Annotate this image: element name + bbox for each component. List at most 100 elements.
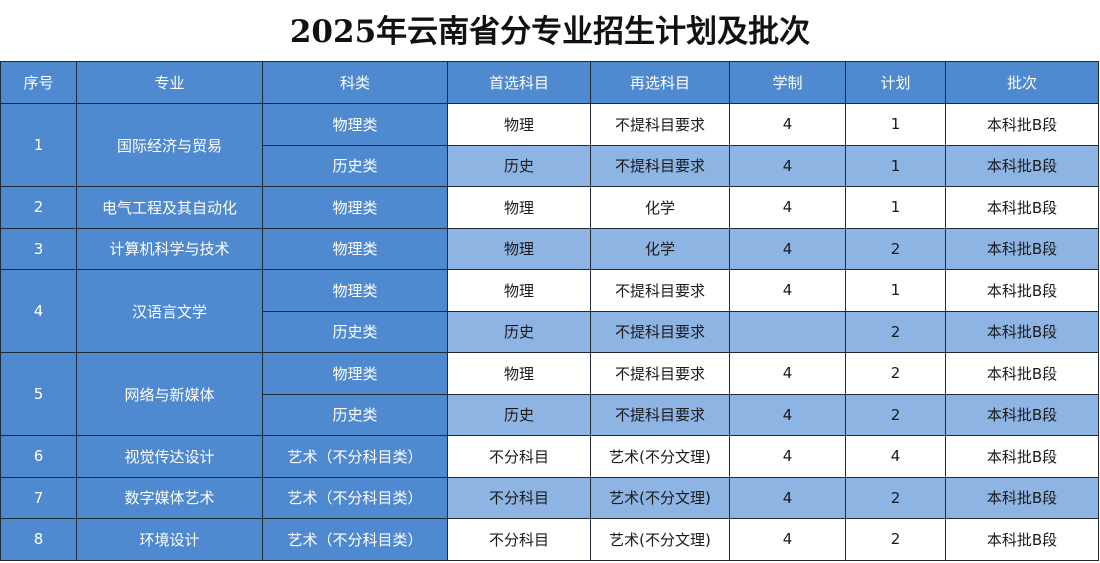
- cell-category: 物理类: [262, 269, 448, 312]
- cell-years: 4: [729, 393, 846, 436]
- cell-category: 艺术（不分科目类）: [262, 476, 448, 519]
- cell-batch: 本科批B段: [945, 227, 1099, 270]
- cell-batch: 本科批B段: [945, 144, 1099, 187]
- cell-no: 8: [0, 518, 77, 561]
- cell-plan: 1: [845, 186, 946, 229]
- cell-second-subject: 不提科目要求: [590, 310, 730, 353]
- cell-second-subject: 化学: [590, 227, 730, 270]
- cell-category: 艺术（不分科目类）: [262, 435, 448, 478]
- column-header-years: 学制: [729, 61, 846, 104]
- cell-category: 艺术（不分科目类）: [262, 518, 448, 561]
- cell-plan: 1: [845, 269, 946, 312]
- cell-plan: 2: [845, 227, 946, 270]
- cell-second-subject: 化学: [590, 186, 730, 229]
- cell-years: 4: [729, 103, 846, 146]
- cell-batch: 本科批B段: [945, 103, 1099, 146]
- cell-second-subject: 不提科目要求: [590, 352, 730, 395]
- cell-no: 7: [0, 476, 77, 519]
- table-row: 5 网络与新媒体 物理类 物理 不提科目要求 4 2 本科批B段: [0, 352, 1099, 436]
- cell-category: 物理类: [262, 103, 448, 146]
- cell-plan: 2: [845, 393, 946, 436]
- cell-major: 数字媒体艺术: [76, 476, 263, 519]
- table-row: 1 国际经济与贸易 物理类 物理 不提科目要求 4 1 本科批B段: [0, 103, 1099, 187]
- cell-batch: 本科批B段: [945, 518, 1099, 561]
- table-row: 2 电气工程及其自动化 物理类 物理 化学 4 1 本科批B段: [0, 186, 1099, 229]
- cell-plan: 2: [845, 352, 946, 395]
- cell-category: 历史类: [262, 144, 448, 187]
- cell-no: 3: [0, 227, 77, 270]
- cell-first-subject: 不分科目: [447, 518, 591, 561]
- cell-years: [729, 310, 846, 353]
- cell-years: 4: [729, 227, 846, 270]
- column-header-second-subject: 再选科目: [590, 61, 730, 104]
- table-row: 历史类 历史 不提科目要求 2 本科批B段: [1, 310, 1099, 353]
- cell-category: 物理类: [262, 227, 448, 270]
- column-header-category: 科类: [262, 61, 448, 104]
- cell-years: 4: [729, 352, 846, 395]
- cell-second-subject: 艺术(不分文理): [590, 518, 730, 561]
- cell-plan: 4: [845, 435, 946, 478]
- column-header-major: 专业: [76, 61, 263, 104]
- cell-batch: 本科批B段: [945, 393, 1099, 436]
- cell-no: 6: [0, 435, 77, 478]
- cell-years: 4: [729, 186, 846, 229]
- table-row: 4 汉语言文学 物理类 物理 不提科目要求 4 1 本科批B段: [0, 269, 1099, 353]
- cell-major: 国际经济与贸易: [76, 103, 263, 187]
- column-header-batch: 批次: [945, 61, 1099, 104]
- column-header-plan: 计划: [845, 61, 946, 104]
- cell-batch: 本科批B段: [945, 435, 1099, 478]
- cell-major: 汉语言文学: [76, 269, 263, 353]
- cell-first-subject: 历史: [447, 144, 591, 187]
- cell-major: 电气工程及其自动化: [76, 186, 263, 229]
- cell-second-subject: 不提科目要求: [590, 393, 730, 436]
- cell-first-subject: 历史: [447, 310, 591, 353]
- cell-batch: 本科批B段: [945, 310, 1099, 353]
- cell-plan: 2: [845, 476, 946, 519]
- cell-first-subject: 不分科目: [447, 435, 591, 478]
- table-row: 3 计算机科学与技术 物理类 物理 化学 4 2 本科批B段: [0, 227, 1099, 270]
- cell-batch: 本科批B段: [945, 269, 1099, 312]
- cell-second-subject: 不提科目要求: [590, 144, 730, 187]
- cell-second-subject: 不提科目要求: [590, 103, 730, 146]
- cell-category: 历史类: [262, 310, 448, 353]
- table-row: 6 视觉传达设计 艺术（不分科目类） 不分科目 艺术(不分文理) 4 4 本科批…: [0, 435, 1099, 478]
- cell-major: 计算机科学与技术: [76, 227, 263, 270]
- table-header-row: 序号 专业 科类 首选科目 再选科目 学制 计划 批次: [0, 61, 1099, 104]
- cell-category: 物理类: [262, 186, 448, 229]
- column-header-no: 序号: [0, 61, 77, 104]
- cell-plan: 2: [845, 310, 946, 353]
- cell-second-subject: 艺术(不分文理): [590, 476, 730, 519]
- cell-no: 1: [0, 103, 77, 187]
- cell-batch: 本科批B段: [945, 186, 1099, 229]
- cell-years: 4: [729, 476, 846, 519]
- cell-second-subject: 艺术(不分文理): [590, 435, 730, 478]
- cell-first-subject: 物理: [447, 186, 591, 229]
- cell-first-subject: 不分科目: [447, 476, 591, 519]
- cell-years: 4: [729, 518, 846, 561]
- cell-no: 2: [0, 186, 77, 229]
- cell-category: 物理类: [262, 352, 448, 395]
- table-row: 7 数字媒体艺术 艺术（不分科目类） 不分科目 艺术(不分文理) 4 2 本科批…: [0, 476, 1099, 519]
- cell-years: 4: [729, 269, 846, 312]
- cell-plan: 1: [845, 103, 946, 146]
- cell-no: 5: [0, 352, 77, 436]
- cell-batch: 本科批B段: [945, 352, 1099, 395]
- cell-years: 4: [729, 435, 846, 478]
- column-header-first-subject: 首选科目: [447, 61, 591, 104]
- cell-major: 网络与新媒体: [76, 352, 263, 436]
- cell-major: 视觉传达设计: [76, 435, 263, 478]
- cell-first-subject: 物理: [447, 352, 591, 395]
- cell-batch: 本科批B段: [945, 476, 1099, 519]
- cell-plan: 2: [845, 518, 946, 561]
- cell-first-subject: 物理: [447, 269, 591, 312]
- cell-first-subject: 历史: [447, 393, 591, 436]
- cell-no: 4: [0, 269, 77, 353]
- cell-category: 历史类: [262, 393, 448, 436]
- table-row: 历史类 历史 不提科目要求 4 1 本科批B段: [1, 144, 1099, 187]
- cell-major: 环境设计: [76, 518, 263, 561]
- cell-plan: 1: [845, 144, 946, 187]
- table-row: 8 环境设计 艺术（不分科目类） 不分科目 艺术(不分文理) 4 2 本科批B段: [0, 518, 1099, 561]
- page-title: 2025年云南省分专业招生计划及批次: [289, 14, 811, 50]
- cell-second-subject: 不提科目要求: [590, 269, 730, 312]
- cell-first-subject: 物理: [447, 103, 591, 146]
